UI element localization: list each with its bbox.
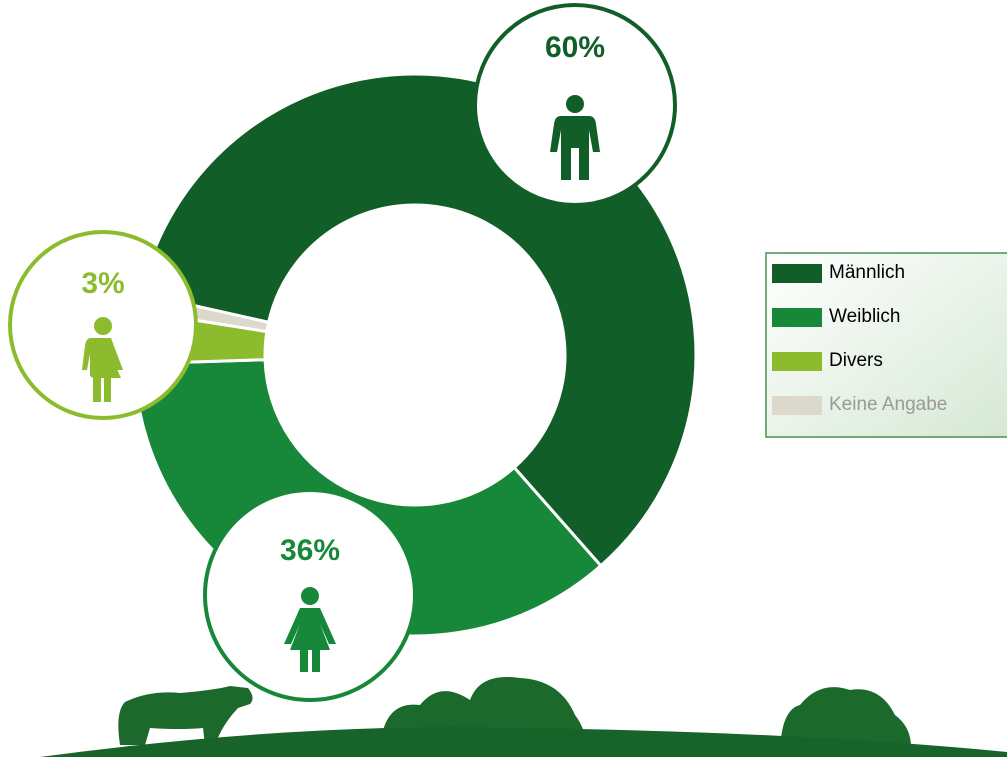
legend-label: Männlich <box>829 262 905 283</box>
legend-swatch <box>772 308 822 327</box>
legend-label: Keine Angabe <box>829 394 947 415</box>
legend-label: Weiblich <box>829 306 900 327</box>
legend: Männlich Weiblich Divers Keine Angabe <box>765 252 1007 438</box>
legend-swatch <box>772 264 822 283</box>
legend-swatch <box>772 352 822 371</box>
value-label: 60% <box>545 31 605 64</box>
value-label: 36% <box>280 534 340 567</box>
legend-swatch <box>772 396 822 415</box>
value-label: 3% <box>81 267 124 300</box>
legend-label: Divers <box>829 350 883 371</box>
landscape <box>40 676 1007 757</box>
